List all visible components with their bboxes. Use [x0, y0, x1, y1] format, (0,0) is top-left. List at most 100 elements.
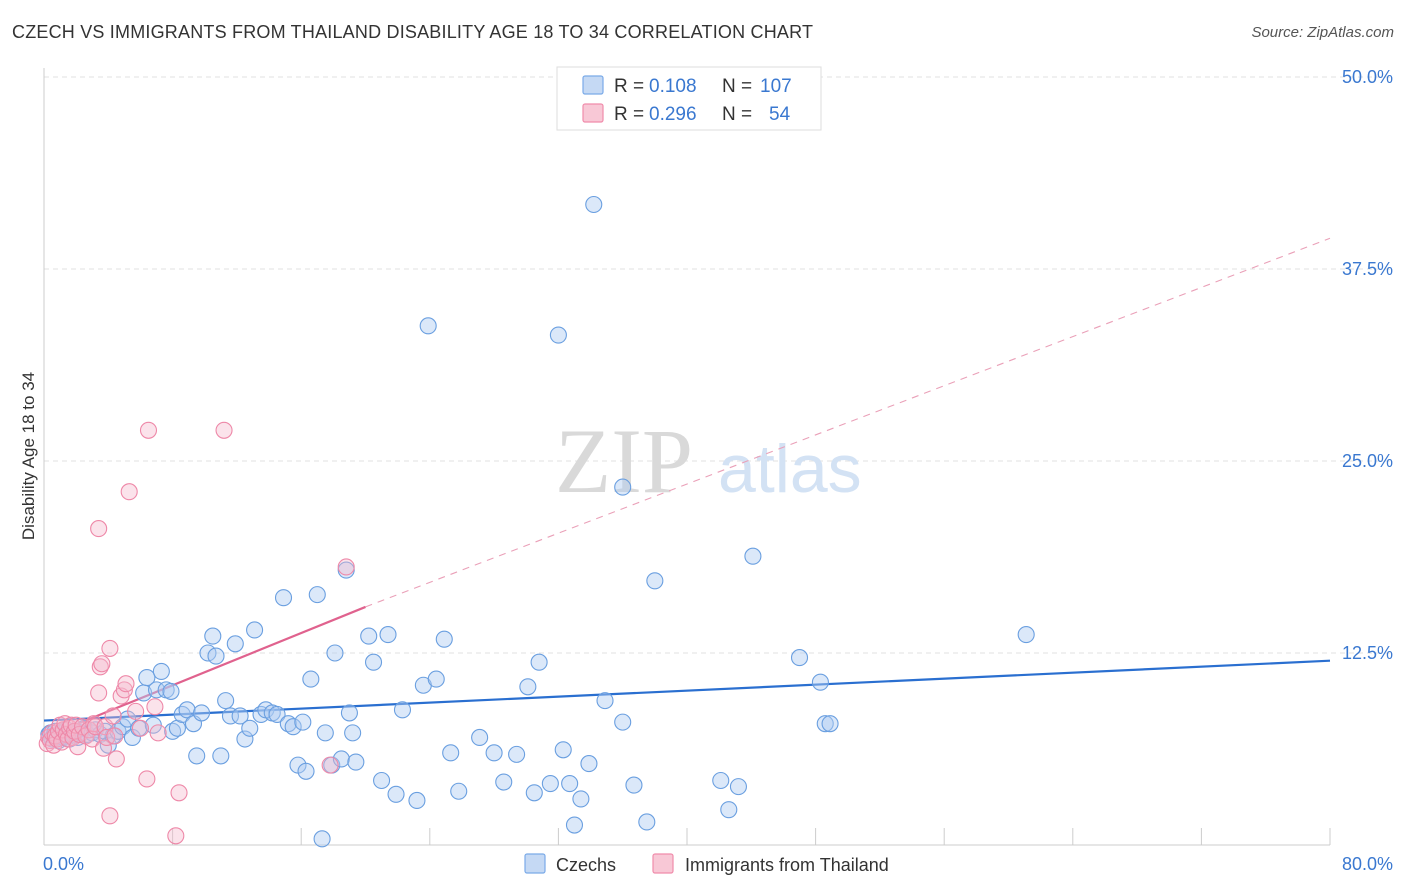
czechs-point [364, 653, 383, 671]
czechs-point [147, 681, 166, 699]
thailand-point [86, 718, 104, 736]
czechs-point [485, 744, 503, 762]
watermark-zip: ZIP [555, 410, 693, 512]
czechs-point [246, 621, 264, 639]
thailand-point [167, 827, 185, 845]
legend-swatch-czechs [524, 853, 546, 874]
y-tick-label: 37.5% [1342, 259, 1393, 279]
thailand-point [93, 655, 111, 673]
czechs-point [316, 724, 334, 742]
thailand-point [138, 770, 156, 788]
czechs-point [379, 626, 397, 644]
legend-label-czechs: Czechs [556, 855, 616, 875]
thailand-point [149, 724, 167, 742]
czechs-point [450, 782, 468, 800]
czechs-point [585, 195, 603, 214]
czechs-point [471, 728, 489, 747]
stats-legend: R = 0.108 N = 107 R = 0.296 N = 54 [556, 66, 822, 131]
czechs-point [712, 771, 730, 790]
czechs-point [188, 747, 206, 765]
data-points [38, 195, 1035, 848]
czechs-point [596, 692, 614, 710]
stats-r-value-thailand: 0.296 [649, 104, 697, 125]
watermark-atlas: atlas [718, 431, 862, 507]
thailand-point [131, 719, 149, 737]
stats-n-value-czechs: 107 [760, 76, 792, 97]
thailand-point [107, 750, 125, 768]
czechs-point [207, 647, 225, 665]
thailand-point [67, 716, 85, 734]
czechs-point [419, 317, 437, 335]
czechs-point [360, 627, 378, 645]
czechs-point [525, 784, 543, 802]
thailand-point [104, 707, 122, 725]
czechs-point [408, 791, 426, 810]
czechs-point [427, 670, 445, 688]
czechs-point [541, 775, 559, 793]
czechs-point [373, 771, 391, 790]
czechs-point [530, 653, 548, 671]
legend-swatch-thailand [652, 853, 674, 874]
thailand-point [101, 807, 119, 825]
czechs-point [326, 644, 344, 662]
czechs-point [221, 707, 240, 725]
thailand-trend-extension [365, 237, 1331, 608]
y-tick-label: 12.5% [1342, 643, 1393, 663]
thailand-point [101, 639, 119, 657]
stats-r-value-czechs: 0.108 [649, 76, 697, 97]
czechs-point [308, 586, 326, 604]
y-tick-labels: 50.0% 37.5% 25.0% 12.5% [1342, 67, 1393, 663]
czechs-point [162, 682, 180, 700]
thailand-point [321, 756, 339, 774]
czechs-point [495, 773, 513, 791]
thailand-point [94, 739, 113, 757]
czechs-point [565, 816, 584, 834]
thailand-point [337, 558, 355, 576]
czechs-point [212, 747, 230, 765]
thailand-point [85, 715, 103, 733]
czechs-point [204, 627, 222, 645]
y-tick-label: 25.0% [1342, 451, 1393, 471]
thailand-point [170, 784, 188, 802]
czechs-point [442, 744, 460, 762]
czechs-point [580, 755, 598, 773]
stats-n-value-thailand: 54 [769, 104, 791, 125]
thailand-point [146, 698, 164, 716]
czechs-point [138, 669, 156, 687]
thailand-point [90, 684, 108, 702]
czechs-point [720, 801, 738, 819]
czechs-point [614, 713, 632, 731]
stats-swatch-thailand [582, 103, 604, 123]
czechs-point [519, 678, 537, 696]
series-legend: Czechs Immigrants from Thailand [524, 853, 889, 875]
czechs-point [152, 662, 170, 680]
y-tick-label: 50.0% [1342, 67, 1393, 87]
gridlines [44, 76, 1392, 654]
czechs-point [549, 326, 567, 344]
source-label: Source: ZipAtlas.com [1251, 24, 1394, 41]
czechs-point [344, 724, 362, 742]
czechs-point [231, 707, 249, 725]
czechs-point [561, 775, 579, 793]
czechs-point [279, 715, 297, 733]
thailand-point [120, 483, 138, 501]
czechs-point [614, 478, 632, 496]
czechs-point [744, 547, 762, 565]
stats-r-label-czechs: R = [614, 76, 644, 97]
czechs-point [638, 813, 656, 831]
stats-n-label-thailand: N = [722, 104, 752, 125]
czechs-point [164, 722, 182, 740]
thailand-points [38, 421, 355, 845]
axes [43, 68, 1331, 846]
czechs-point [435, 630, 453, 648]
czechs-point [1017, 626, 1035, 644]
czechs-point [625, 776, 643, 794]
x-tick-label: 80.0% [1342, 854, 1393, 874]
stats-r-label-thailand: R = [614, 104, 644, 125]
czechs-point [268, 705, 286, 723]
czechs-point [387, 785, 405, 803]
stats-n-label-czechs: N = [722, 76, 752, 97]
y-axis-label: Disability Age 18 to 34 [19, 372, 38, 540]
x-tick-labels: 0.0% 80.0% [43, 854, 1393, 874]
